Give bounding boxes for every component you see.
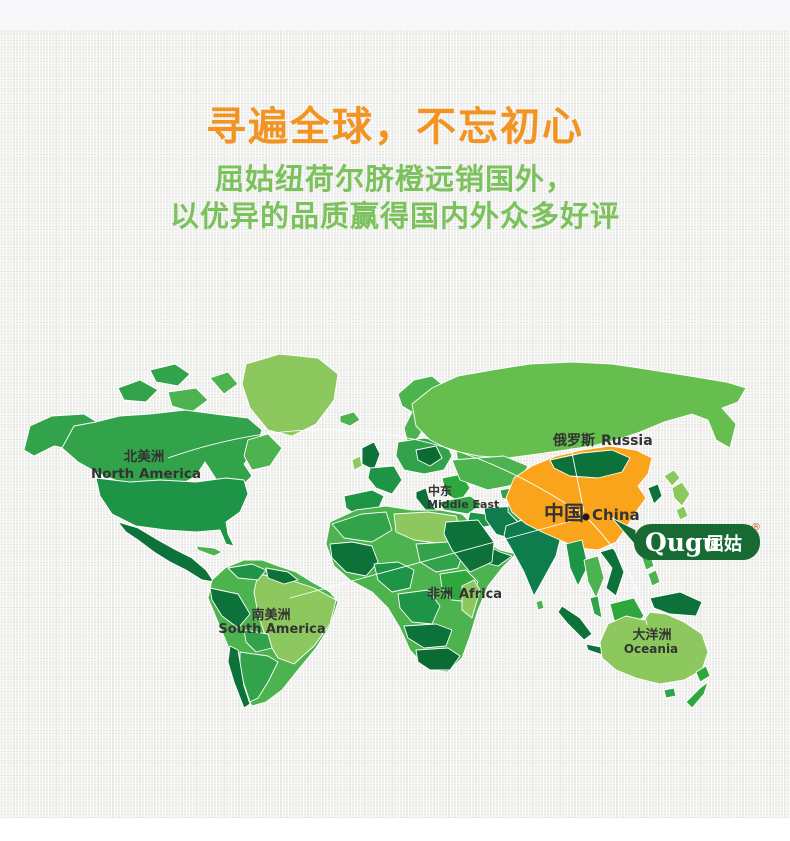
region-myanmar — [565, 539, 589, 587]
label-middle-east-zh: 中东 — [428, 483, 452, 498]
registered-mark: ® — [751, 522, 761, 533]
region-new-zealand — [685, 681, 709, 709]
region-korea — [647, 483, 663, 505]
route-south-america — [289, 516, 587, 599]
region-mongolia — [549, 449, 631, 479]
textured-background: 寻遍全球，不忘初心 屈姑纽荷尔脐橙远销国外， 以优异的品质赢得国内外众多好评 — [0, 30, 790, 818]
label-russia-zh: 俄罗斯 — [552, 432, 595, 449]
region-philippines — [647, 569, 661, 587]
continent-north-america — [23, 353, 339, 583]
subtitle-line1: 屈姑纽荷尔脐橙远销国外， — [214, 162, 575, 196]
region-south-africa — [415, 647, 461, 671]
region-arctic-island — [209, 371, 239, 395]
region-iceland — [339, 411, 361, 427]
label-china-en: China — [592, 506, 640, 524]
region-madagascar — [461, 579, 481, 619]
region-labrador — [243, 433, 283, 471]
region-arabia — [443, 519, 495, 573]
map-labels: 北美洲 North America 俄罗斯 Russia 中东 Middle E… — [91, 432, 678, 656]
region-greenland — [241, 353, 339, 437]
region-russia — [411, 361, 747, 459]
continent-south-america — [207, 559, 339, 709]
region-arctic-island — [167, 387, 209, 413]
region-japan — [675, 505, 689, 521]
region-angola-zambia — [403, 623, 453, 649]
top-strip — [0, 0, 790, 30]
world-map-graphic: 北美洲 North America 俄罗斯 Russia 中东 Middle E… — [23, 353, 761, 709]
label-north-america-en: North America — [91, 466, 201, 482]
label-south-america-en: South America — [218, 622, 325, 637]
region-arctic-island — [117, 379, 159, 403]
label-oceania-zh: 大洋洲 — [632, 627, 671, 643]
region-colombia — [227, 563, 267, 581]
label-south-america-zh: 南美洲 — [251, 607, 290, 623]
label-north-america-zh: 北美洲 — [124, 448, 165, 465]
region-usa — [95, 477, 249, 547]
region-new-guinea — [649, 591, 703, 617]
region-caribbean — [195, 545, 223, 557]
route-north-america — [167, 429, 587, 518]
label-oceania-en: Oceania — [624, 642, 678, 656]
label-china-zh: 中国 — [544, 501, 584, 525]
label-russia-en: Russia — [601, 433, 653, 449]
region-france — [367, 465, 403, 495]
region-venezuela — [265, 567, 299, 585]
region-ireland — [351, 455, 363, 471]
subtitle: 屈姑纽荷尔脐橙远销国外， 以优异的品质赢得国内外众多好评 — [0, 161, 790, 235]
route-lines — [167, 429, 648, 626]
region-bolivia — [243, 629, 273, 653]
china-origin-dot — [582, 513, 590, 521]
region-turkey — [437, 495, 483, 515]
region-malay-peninsula — [589, 595, 603, 619]
region-arctic-island — [149, 363, 191, 387]
region-west-africa — [329, 541, 379, 577]
label-middle-east-en: Middle East — [427, 498, 499, 511]
region-australia — [599, 611, 709, 685]
region-thailand — [583, 555, 605, 599]
continent-asia — [411, 361, 747, 659]
label-africa-zh: 非洲 — [427, 586, 453, 602]
qugu-logo: Qugu 屈姑 ® — [611, 517, 761, 560]
region-sri-lanka — [535, 599, 545, 611]
region-brazil — [253, 573, 337, 665]
route-oceania — [585, 516, 648, 626]
route-russia-pointer — [570, 447, 585, 513]
logo-text-zh: 屈姑 — [706, 533, 742, 555]
region-new-zealand — [695, 665, 711, 683]
logo-background — [634, 524, 760, 560]
continent-oceania — [599, 611, 711, 709]
region-uk — [361, 441, 381, 471]
region-nigeria — [373, 561, 415, 593]
label-africa-en: Africa — [459, 587, 502, 602]
region-peru — [209, 587, 251, 629]
region-sumatra — [557, 605, 593, 641]
subtitle-line2: 以优异的品质赢得国内外众多好评 — [169, 199, 620, 233]
region-poland — [415, 445, 443, 467]
region-maghreb — [331, 511, 393, 543]
region-japan — [663, 469, 681, 487]
region-vietnam — [599, 547, 625, 597]
region-tasmania — [663, 687, 677, 699]
region-mexico-central-america — [117, 521, 215, 583]
region-chile — [227, 645, 251, 709]
page-title: 寻遍全球，不忘初心 — [206, 104, 584, 150]
logo-text-latin: Qugu — [645, 528, 721, 557]
region-japan — [671, 481, 691, 507]
